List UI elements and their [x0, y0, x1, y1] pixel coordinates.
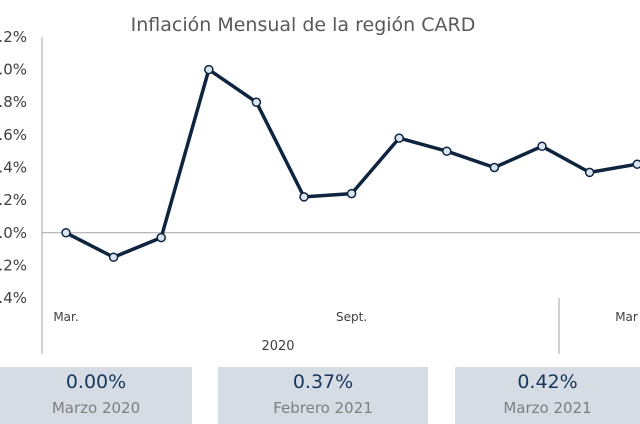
- chart-title: Inflación Mensual de la región CARD: [131, 14, 476, 36]
- x-tick-labels: Mar. Sept. Mar: [53, 310, 638, 324]
- data-point: [108, 252, 119, 262]
- data-point: [632, 159, 640, 169]
- y-tick-label: 0.8%: [0, 93, 27, 111]
- data-point: [489, 162, 500, 173]
- x-tick-label: Mar: [615, 310, 638, 324]
- kpi-label: Marzo 2020: [51, 399, 141, 417]
- kpi-label: Febrero 2021: [273, 399, 373, 417]
- series-line: [65, 67, 638, 259]
- kpi-box-marzo-2020: 0.00% Marzo 2020: [0, 367, 192, 424]
- y-tick-label: 1.0%: [0, 61, 27, 79]
- kpi-value: 0.42%: [517, 371, 578, 393]
- data-point: [394, 133, 404, 143]
- y-tick-label: 0.2%: [0, 191, 27, 209]
- y-tick-labels: -0.4% -0.2% 0.0% 0.2% 0.4% 0.6% 0.8% 1.0% 1.2%: [0, 28, 27, 307]
- data-point: [204, 64, 214, 75]
- data-point: [442, 146, 452, 156]
- year-label: 2020: [261, 339, 294, 354]
- series-layer: [61, 64, 640, 262]
- x-tick-label: Mar.: [53, 310, 78, 324]
- data-point: [299, 192, 309, 202]
- kpi-box-febrero-2021: 0.37% Febrero 2021: [218, 367, 428, 424]
- kpi-value: 0.37%: [292, 371, 354, 393]
- data-point: [251, 97, 262, 107]
- kpi-value: 0.00%: [65, 371, 127, 393]
- y-tick-label: 0.0%: [0, 224, 27, 242]
- y-tick-label: 0.6%: [0, 126, 27, 144]
- kpi-box-marzo-2021: 0.42% Marzo 2021: [455, 367, 640, 424]
- kpi-label: Marzo 2021: [503, 399, 592, 417]
- data-point: [61, 228, 71, 238]
- data-point: [584, 167, 595, 178]
- x-tick-label: Sept.: [336, 310, 367, 324]
- y-tick-label: 0.4%: [0, 159, 27, 177]
- y-tick-label: -0.4%: [0, 289, 27, 307]
- data-point: [537, 141, 547, 152]
- y-tick-label: 1.2%: [0, 28, 27, 46]
- data-point: [346, 188, 357, 199]
- y-tick-label: -0.2%: [0, 256, 27, 274]
- data-point: [156, 232, 166, 243]
